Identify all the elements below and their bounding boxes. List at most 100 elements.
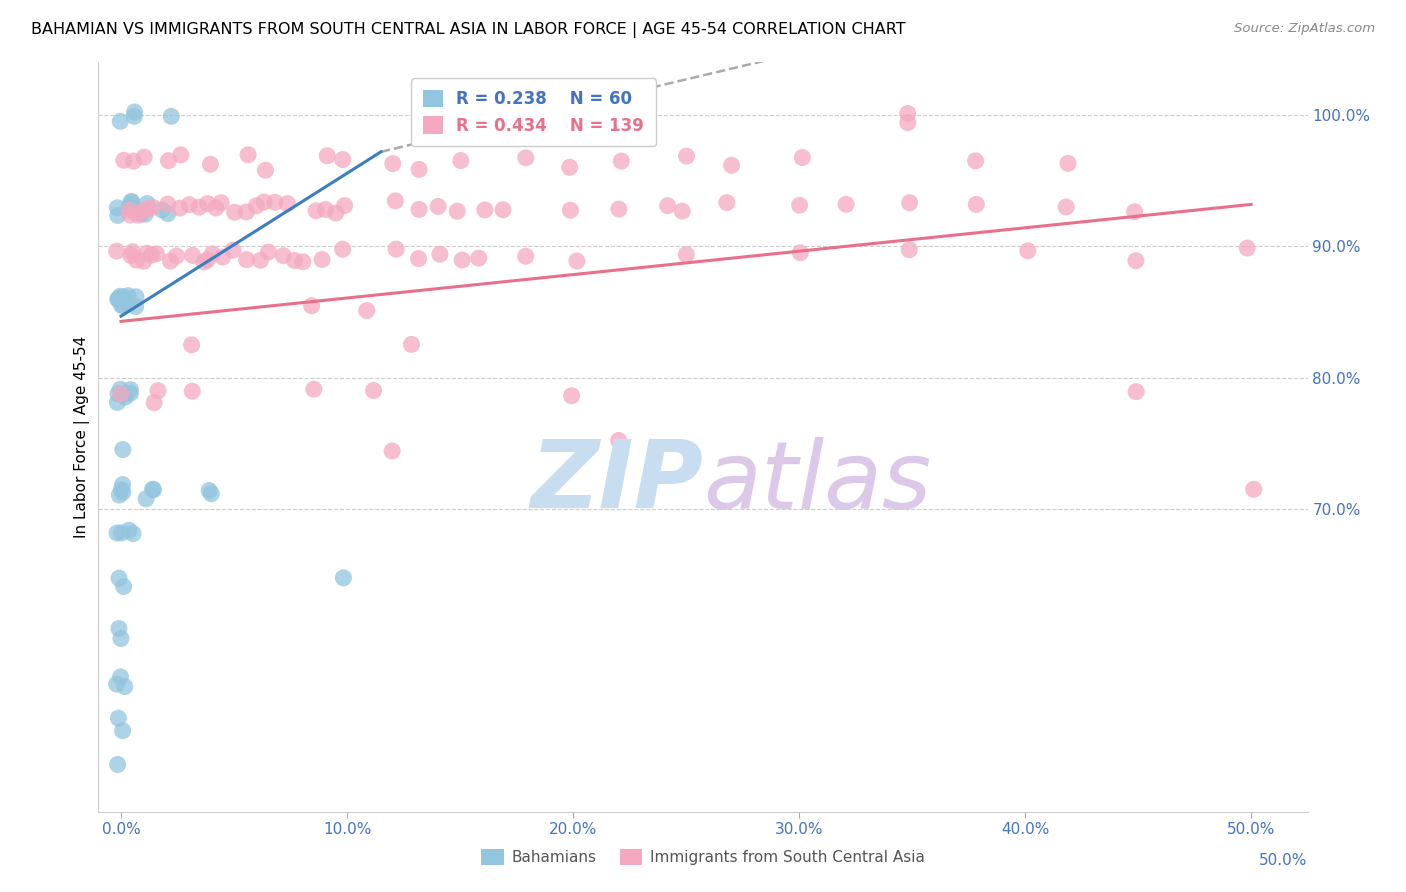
Point (156, 197, 179, 211)
Point (111, 723, 134, 738)
Point (565, 254, 588, 268)
Point (408, 202, 430, 217)
Point (111, 442, 134, 457)
Point (249, 253, 271, 268)
Point (720, 158, 742, 172)
Point (558, 161, 581, 175)
Point (301, 299, 323, 313)
Point (195, 252, 218, 267)
Point (111, 485, 134, 500)
Point (111, 298, 134, 312)
Point (381, 156, 404, 170)
Point (108, 571, 131, 585)
Point (835, 197, 858, 211)
Point (429, 247, 451, 261)
Point (1236, 241, 1258, 255)
Point (716, 195, 738, 210)
Point (311, 252, 333, 267)
Point (1125, 384, 1147, 399)
Point (356, 303, 378, 318)
Point (122, 154, 145, 169)
Point (257, 245, 280, 260)
Point (427, 199, 450, 213)
Point (205, 201, 228, 215)
Point (111, 477, 134, 491)
Point (122, 526, 145, 541)
Point (159, 254, 181, 268)
Point (607, 202, 630, 216)
Point (235, 252, 257, 267)
Point (135, 491, 157, 506)
Point (160, 109, 183, 123)
Text: BAHAMIAN VS IMMIGRANTS FROM SOUTH CENTRAL ASIA IN LABOR FORCE | AGE 45-54 CORREL: BAHAMIAN VS IMMIGRANTS FROM SOUTH CENTRA… (31, 22, 905, 38)
Point (136, 246, 159, 260)
Point (114, 387, 136, 401)
Point (610, 154, 633, 169)
Point (211, 250, 233, 264)
Point (264, 195, 287, 210)
Point (143, 395, 166, 409)
Point (515, 249, 537, 263)
Point (332, 571, 354, 585)
Point (789, 198, 811, 212)
Point (200, 157, 222, 171)
Point (451, 252, 474, 267)
Point (284, 253, 307, 268)
Point (271, 249, 294, 263)
Point (1243, 482, 1265, 496)
Point (560, 203, 582, 218)
Point (1054, 200, 1077, 214)
Point (111, 526, 134, 541)
Point (125, 300, 148, 314)
Point (450, 153, 472, 168)
Point (142, 483, 165, 497)
Point (120, 208, 142, 222)
Point (965, 197, 987, 211)
Point (408, 252, 430, 266)
Point (112, 153, 135, 168)
Point (675, 149, 697, 163)
Point (1017, 244, 1039, 258)
Point (150, 202, 173, 217)
Point (110, 382, 132, 396)
Text: ZIP: ZIP (530, 436, 703, 528)
Point (114, 680, 136, 694)
Point (117, 297, 139, 311)
Point (120, 386, 142, 401)
Point (124, 105, 146, 120)
Point (157, 153, 180, 168)
Point (121, 194, 143, 209)
Point (129, 207, 152, 221)
Point (108, 292, 131, 306)
Point (112, 580, 135, 594)
Point (188, 200, 211, 214)
Point (253, 194, 276, 209)
Point (110, 387, 132, 401)
Point (385, 242, 408, 256)
Point (105, 677, 128, 691)
Point (105, 201, 128, 215)
Point (114, 293, 136, 308)
Point (145, 246, 167, 260)
Point (1057, 156, 1080, 170)
Point (125, 290, 148, 304)
Point (134, 150, 156, 164)
Point (142, 200, 165, 214)
Point (254, 163, 277, 178)
Point (117, 288, 139, 302)
Point (792, 151, 814, 165)
Point (474, 202, 496, 217)
Point (401, 337, 423, 351)
Point (105, 395, 128, 409)
Point (561, 389, 583, 403)
Point (181, 248, 204, 262)
Point (305, 203, 328, 218)
Point (897, 106, 920, 120)
Point (105, 525, 128, 540)
Point (110, 483, 132, 497)
Point (107, 293, 129, 307)
Point (671, 204, 693, 219)
Point (384, 194, 406, 208)
Point (121, 244, 143, 259)
Point (193, 255, 215, 269)
